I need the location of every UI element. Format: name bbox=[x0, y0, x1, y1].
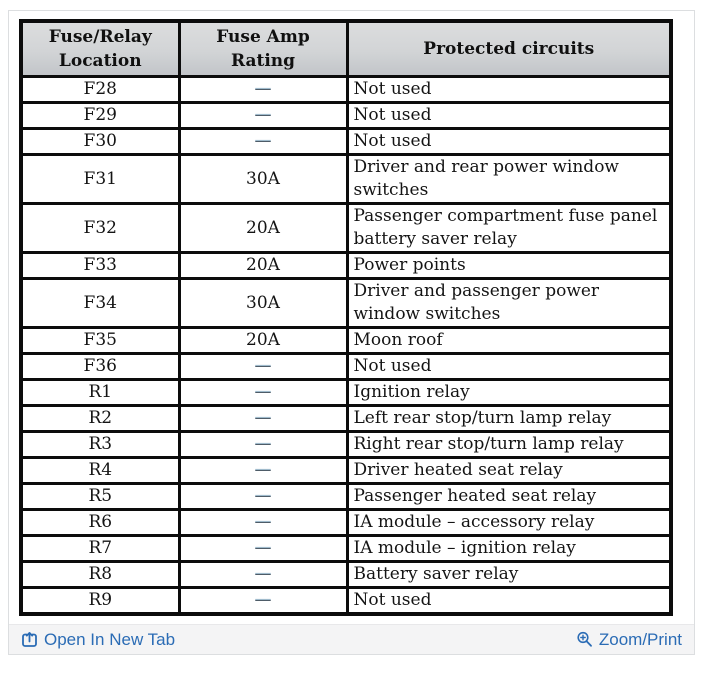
protected-circuit-cell: Power points bbox=[345, 251, 673, 280]
amp-rating-cell: — bbox=[177, 75, 349, 104]
table-row: R4— Driver heated seat relay bbox=[19, 456, 673, 485]
protected-circuit-cell: Passenger compartment fuse panel battery… bbox=[345, 202, 673, 254]
zoom-print-link[interactable]: Zoom/Print bbox=[576, 630, 682, 650]
protected-circuit-cell: IA module – accessory relay bbox=[345, 508, 673, 537]
open-in-new-tab-label: Open In New Tab bbox=[44, 629, 176, 649]
table-row: R6— IA module – accessory relay bbox=[19, 508, 673, 537]
amp-rating-cell: 30A bbox=[177, 277, 349, 329]
fuse-location-cell: F33 bbox=[19, 251, 181, 280]
fuse-location-cell: R8 bbox=[19, 560, 181, 589]
table-row: R5— Passenger heated seat relay bbox=[19, 482, 673, 511]
amp-rating-cell: — bbox=[177, 352, 349, 381]
open-in-new-tab-icon bbox=[21, 631, 38, 648]
fuse-chart-viewer: Fuse/Relay Location Fuse Amp Rating Prot… bbox=[8, 10, 695, 655]
table-row: F35 20A Moon roof bbox=[19, 326, 673, 355]
fuse-location-cell: F36 bbox=[19, 352, 181, 381]
amp-rating-cell: — bbox=[177, 127, 349, 156]
protected-circuit-cell: Not used bbox=[345, 586, 673, 616]
protected-circuit-cell: Moon roof bbox=[345, 326, 673, 355]
table-row: F30— Not used bbox=[19, 127, 673, 156]
protected-circuit-cell: Not used bbox=[345, 127, 673, 156]
protected-circuit-cell: Left rear stop/turn lamp relay bbox=[345, 404, 673, 433]
protected-circuit-cell: Ignition relay bbox=[345, 378, 673, 407]
table-row: R1— Ignition relay bbox=[19, 378, 673, 407]
fuse-table-header: Fuse/Relay Location Fuse Amp Rating Prot… bbox=[19, 19, 673, 78]
fuse-location-cell: F28 bbox=[19, 75, 181, 104]
amp-rating-cell: 30A bbox=[177, 153, 349, 205]
amp-rating-cell: 20A bbox=[177, 326, 349, 355]
table-row: F36— Not used bbox=[19, 352, 673, 381]
fuse-table-body: F28— Not used F29— Not used F30— Not used F31 3… bbox=[19, 75, 673, 616]
amp-rating-cell: — bbox=[177, 430, 349, 459]
amp-rating-cell: 20A bbox=[177, 251, 349, 280]
fuse-location-cell: R7 bbox=[19, 534, 181, 563]
table-row: F29— Not used bbox=[19, 101, 673, 130]
table-row: F31 30A Driver and rear power window switc… bbox=[19, 153, 673, 205]
table-row: F34 30A Driver and passenger power window … bbox=[19, 277, 673, 329]
fuse-table-container: Fuse/Relay Location Fuse Amp Rating Prot… bbox=[9, 11, 694, 616]
protected-circuit-cell: Not used bbox=[345, 75, 673, 104]
fuse-location-cell: R2 bbox=[19, 404, 181, 433]
amp-rating-cell: — bbox=[177, 101, 349, 130]
protected-circuit-cell: IA module – ignition relay bbox=[345, 534, 673, 563]
table-row: R7— IA module – ignition relay bbox=[19, 534, 673, 563]
zoom-print-label: Zoom/Print bbox=[598, 629, 682, 649]
table-row: R3— Right rear stop/turn lamp relay bbox=[19, 430, 673, 459]
table-row: F28— Not used bbox=[19, 75, 673, 104]
protected-circuit-cell: Driver heated seat relay bbox=[345, 456, 673, 485]
protected-circuit-cell: Not used bbox=[345, 101, 673, 130]
fuse-location-cell: R5 bbox=[19, 482, 181, 511]
amp-rating-cell: — bbox=[177, 534, 349, 563]
amp-rating-cell: — bbox=[177, 560, 349, 589]
fuse-location-cell: R4 bbox=[19, 456, 181, 485]
protected-circuit-cell: Battery saver relay bbox=[345, 560, 673, 589]
fuse-relay-table: Fuse/Relay Location Fuse Amp Rating Prot… bbox=[19, 19, 673, 616]
open-in-new-tab-link[interactable]: Open In New Tab bbox=[21, 630, 175, 650]
header-fuse-relay-location: Fuse/Relay Location bbox=[19, 19, 181, 78]
table-row: R8— Battery saver relay bbox=[19, 560, 673, 589]
amp-rating-cell: — bbox=[177, 586, 349, 616]
fuse-location-cell: F32 bbox=[19, 202, 181, 254]
fuse-location-cell: F35 bbox=[19, 326, 181, 355]
header-fuse-amp-rating: Fuse Amp Rating bbox=[177, 19, 349, 78]
zoom-plus-icon bbox=[576, 631, 593, 648]
fuse-location-cell: F31 bbox=[19, 153, 181, 205]
fuse-location-cell: F34 bbox=[19, 277, 181, 329]
header-row: Fuse/Relay Location Fuse Amp Rating Prot… bbox=[19, 19, 673, 78]
amp-rating-cell: — bbox=[177, 378, 349, 407]
table-row: F32 20A Passenger compartment fuse panel b… bbox=[19, 202, 673, 254]
fuse-location-cell: R3 bbox=[19, 430, 181, 459]
header-protected-circuits: Protected circuits bbox=[345, 19, 673, 78]
protected-circuit-cell: Not used bbox=[345, 352, 673, 381]
protected-circuit-cell: Passenger heated seat relay bbox=[345, 482, 673, 511]
table-row: R9— Not used bbox=[19, 586, 673, 616]
fuse-location-cell: R9 bbox=[19, 586, 181, 616]
amp-rating-cell: — bbox=[177, 404, 349, 433]
protected-circuit-cell: Driver and passenger power window switch… bbox=[345, 277, 673, 329]
protected-circuit-cell: Right rear stop/turn lamp relay bbox=[345, 430, 673, 459]
fuse-location-cell: F29 bbox=[19, 101, 181, 130]
fuse-location-cell: R6 bbox=[19, 508, 181, 537]
table-row: R2— Left rear stop/turn lamp relay bbox=[19, 404, 673, 433]
amp-rating-cell: — bbox=[177, 456, 349, 485]
amp-rating-cell: — bbox=[177, 482, 349, 511]
amp-rating-cell: — bbox=[177, 508, 349, 537]
protected-circuit-cell: Driver and rear power window switches bbox=[345, 153, 673, 205]
table-row: F33 20A Power points bbox=[19, 251, 673, 280]
fuse-location-cell: R1 bbox=[19, 378, 181, 407]
fuse-location-cell: F30 bbox=[19, 127, 181, 156]
viewer-footer-bar: Open In New Tab Zoom/Print bbox=[9, 624, 694, 654]
amp-rating-cell: 20A bbox=[177, 202, 349, 254]
